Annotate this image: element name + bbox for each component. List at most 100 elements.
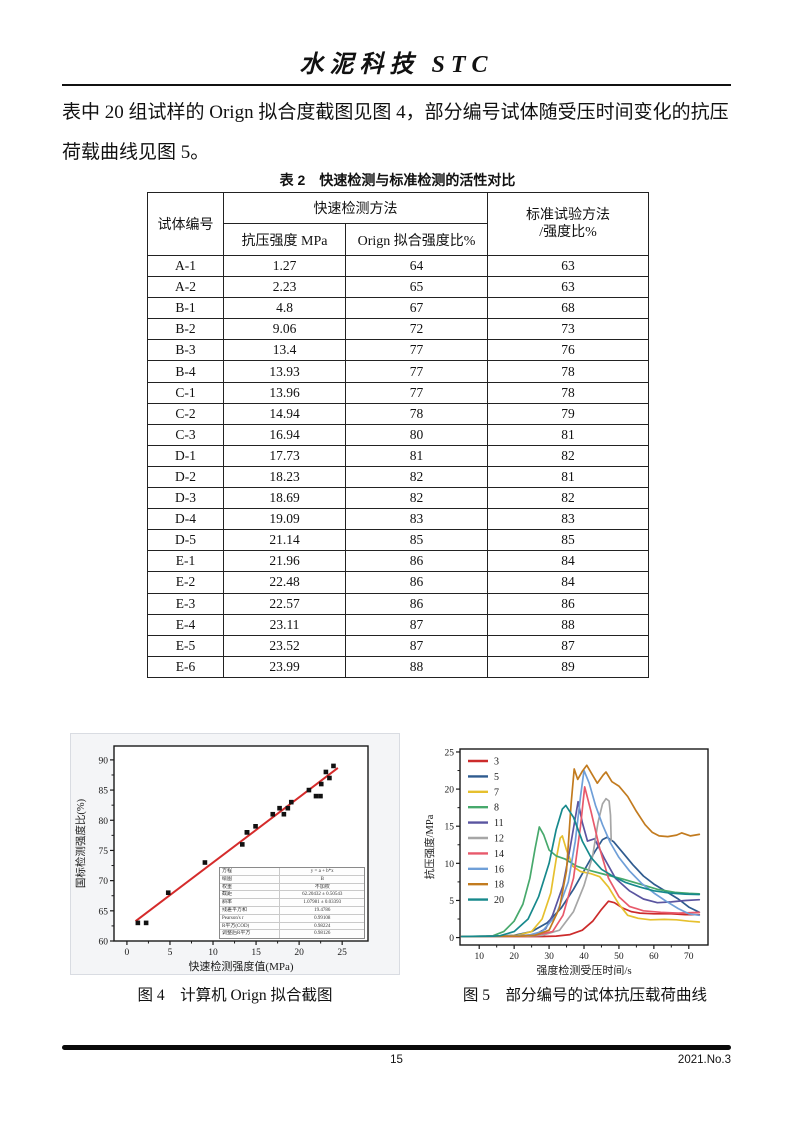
intro-line-1: 表中 20 组试样的 Orign 拟合度截图见图 4，部分编号试体随受压时间变化…: [62, 102, 729, 123]
figure4-scatter-plot: 0 5 10 15 20 25 60 65 70 75 80 85 90 快速检测强度值(MPa) 国标检测…: [74, 745, 369, 973]
table-row: D-5 21.14 85 85: [147, 529, 649, 552]
table-row: D-4 19.09 83 83: [147, 508, 649, 531]
table-cell: C-3: [147, 423, 224, 446]
stats-row: 截距 62.20432 ± 0.50543: [220, 891, 364, 900]
stats-row: 方程 y = a + b*x: [220, 868, 364, 876]
table-cell: 83: [345, 508, 488, 531]
table-cell: B-4: [147, 360, 224, 383]
table-cell: B-2: [147, 318, 224, 341]
fig5-legend: 3 5 7 8 11 12 14 16 18 20: [468, 757, 504, 906]
table-cell: 16.94: [223, 423, 346, 446]
svg-text:12: 12: [494, 834, 504, 845]
standard-method-line1: 标准试验方法: [526, 208, 610, 223]
svg-text:25: 25: [337, 948, 347, 958]
table-cell: E-1: [147, 550, 224, 573]
svg-text:15: 15: [251, 948, 261, 958]
table-cell: 76: [487, 339, 649, 362]
svg-text:5: 5: [168, 948, 173, 958]
table-cell: 88: [487, 613, 649, 636]
svg-text:70: 70: [684, 952, 694, 962]
figure4-origin-fit-chart: 0 5 10 15 20 25 60 65 70 75 80 85 90 快速检测强度值(MPa) 国标检测…: [70, 733, 400, 975]
table-cell: B-3: [147, 339, 224, 362]
svg-text:3: 3: [494, 757, 499, 768]
table-cell: 9.06: [223, 318, 346, 341]
table-row: B-3 13.4 77 76: [147, 339, 649, 362]
table-row: D-3 18.69 82 82: [147, 487, 649, 510]
table-cell: 23.11: [223, 613, 346, 636]
svg-text:14: 14: [494, 849, 504, 860]
table-cell: E-2: [147, 571, 224, 594]
svg-text:16: 16: [494, 864, 504, 875]
svg-text:8: 8: [494, 803, 499, 814]
table-cell: 14.94: [223, 402, 346, 425]
svg-text:10: 10: [208, 948, 218, 958]
intro-paragraph: 表中 20 组试样的 Orign 拟合度截图见图 4，部分编号试体随受压时间变化…: [62, 96, 733, 176]
svg-text:20: 20: [445, 786, 455, 796]
table-cell: C-2: [147, 402, 224, 425]
svg-text:抗压强度/MPa: 抗压强度/MPa: [423, 814, 436, 879]
svg-text:50: 50: [614, 952, 624, 962]
standard-method-line2: /强度比%: [539, 225, 597, 240]
table-cell: 84: [487, 550, 649, 573]
svg-text:5: 5: [494, 772, 499, 783]
table-cell: 78: [487, 360, 649, 383]
intro-line-2: 荷载曲线见图 5。: [62, 142, 210, 163]
table-row: B-1 4.8 67 68: [147, 297, 649, 320]
svg-text:20: 20: [494, 895, 504, 906]
table-cell: 22.57: [223, 592, 346, 615]
figure5-load-curves-chart: 10 20 30 40 50 60 70 0 5 10 15 20 25 强度检测受压时间/s 抗压强度/M…: [420, 733, 750, 975]
table-cell: D-4: [147, 508, 224, 531]
stats-row: 斜率 1.07981 ± 0.03393: [220, 899, 364, 907]
footer-rule: [62, 1045, 731, 1050]
table-cell: 18.69: [223, 487, 346, 510]
table-cell: 86: [487, 592, 649, 615]
table-cell: 87: [487, 634, 649, 657]
table-cell: 73: [487, 318, 649, 341]
svg-text:10: 10: [445, 860, 455, 870]
table-row: A-2 2.23 65 63: [147, 276, 649, 299]
table-cell: 17.73: [223, 444, 346, 467]
table-cell: 82: [487, 444, 649, 467]
table-cell: E-3: [147, 592, 224, 615]
table-cell: 86: [345, 592, 488, 615]
svg-text:20: 20: [509, 952, 519, 962]
table-cell: 23.52: [223, 634, 346, 657]
table-cell: 77: [345, 381, 488, 404]
svg-text:90: 90: [99, 756, 109, 766]
table-cell: 23.99: [223, 655, 346, 678]
activity-comparison-table: 试体编号 快速检测方法 标准试验方法 /强度比% 抗压强度 MPa Orign …: [147, 192, 649, 678]
stats-row: 权重 不加权: [220, 883, 364, 892]
table-cell: 83: [487, 508, 649, 531]
table-cell: 85: [345, 529, 488, 552]
svg-text:25: 25: [445, 748, 455, 758]
stats-row: R平方(COD) 0.98224: [220, 922, 364, 931]
journal-header-title: 水泥科技 STC: [299, 52, 494, 78]
table-cell: D-5: [147, 529, 224, 552]
figure4-caption: 图 4 计算机 Orign 拟合截图: [137, 987, 333, 1004]
fig4-stats-table: 方程 y = a + b*x 绘图 B 权重 不加权 截距 62.20432 ± 0.5054…: [219, 867, 365, 939]
stats-row: 调整后R平方 0.98126: [222, 930, 331, 939]
table-cell: 22.48: [223, 571, 346, 594]
figure5-line-plot: 10 20 30 40 50 60 70 0 5 10 15 20 25 强度检测受压时间/s 抗压强度/M…: [423, 748, 709, 975]
table-cell: 82: [345, 465, 488, 489]
col-header-compressive-strength: 抗压强度 MPa: [223, 223, 346, 256]
table-cell: E-6: [147, 655, 224, 678]
table-cell: E-5: [147, 634, 224, 657]
table-cell: 64: [345, 254, 488, 278]
table-title: 表 2 快速检测与标准检测的活性对比: [279, 172, 516, 188]
table-cell: 77: [345, 360, 488, 383]
table-cell: A-2: [147, 276, 224, 299]
table-cell: A-1: [147, 254, 224, 278]
col-group-fast-method: 快速检测方法: [223, 192, 488, 224]
table-cell: 86: [345, 571, 488, 594]
svg-text:80: 80: [99, 817, 109, 827]
table-row: E-4 23.11 87 88: [147, 613, 649, 636]
svg-text:85: 85: [99, 787, 109, 797]
svg-text:70: 70: [99, 877, 109, 887]
svg-text:60: 60: [99, 938, 109, 948]
table-row: E-2 22.48 86 84: [147, 571, 649, 594]
table-row: C-2 14.94 78 79: [147, 402, 649, 425]
table-cell: D-3: [147, 487, 224, 510]
svg-text:65: 65: [99, 907, 109, 917]
table-row: E-5 23.52 87 87: [147, 634, 649, 657]
